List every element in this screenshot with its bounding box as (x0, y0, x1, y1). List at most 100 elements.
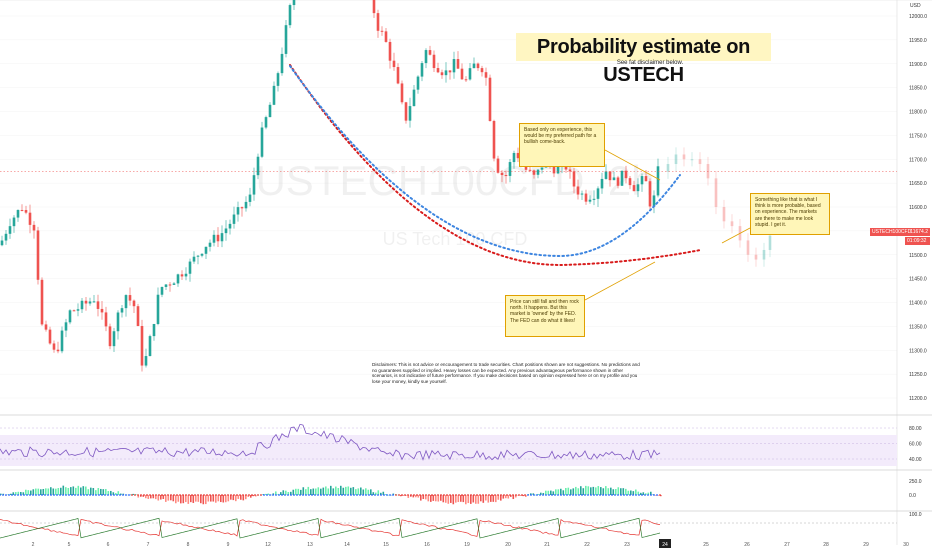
macd-dot (209, 494, 211, 496)
macd-bar (220, 495, 222, 503)
note-price-fall[interactable]: Price can still fall and then rock north… (505, 295, 585, 337)
macd-dot (311, 494, 313, 496)
macd-dot (335, 494, 337, 496)
macd-bar (75, 487, 77, 495)
rsi-line (0, 423, 661, 461)
macd-dot (545, 494, 547, 496)
date-axis-label: 12 (265, 542, 271, 548)
macd-dot (467, 494, 469, 496)
macd-bar (95, 490, 97, 495)
candle-body (456, 59, 460, 69)
candle (428, 45, 432, 56)
macd-bar (430, 495, 432, 502)
note-probable-scenario[interactable]: Something like that is what I think is m… (750, 193, 830, 235)
macd-dot (440, 494, 442, 496)
price-axis-label: 11950.0 (909, 38, 927, 44)
candle (264, 115, 268, 130)
macd-dot (161, 494, 163, 496)
candle-body (92, 301, 96, 303)
macd-dot (611, 494, 613, 496)
candle-body (284, 25, 288, 54)
candle (416, 75, 420, 94)
macd-dot (581, 494, 583, 496)
macd-dot (206, 494, 208, 496)
candle-body (596, 188, 600, 199)
macd-dot (113, 494, 115, 496)
macd-dot (89, 494, 91, 496)
macd-bar (282, 490, 285, 495)
macd-dot (302, 494, 304, 496)
macd-dot (332, 494, 334, 496)
macd-bar (142, 495, 145, 497)
macd-bar (310, 489, 312, 495)
macd-dot (344, 494, 346, 496)
candle-body (652, 195, 656, 207)
macd-bar (200, 495, 202, 504)
candle-body (484, 72, 488, 78)
candle-body (184, 273, 188, 277)
candle-body (388, 41, 392, 61)
candle-body (488, 77, 492, 121)
macd-dot (443, 494, 445, 496)
projection-body (698, 159, 702, 165)
candle (128, 287, 132, 306)
candle (84, 297, 88, 311)
macd-bar (405, 495, 407, 496)
candle-body (500, 172, 504, 176)
macd-dot (464, 494, 466, 496)
macd-bar (467, 495, 470, 504)
macd-dot (269, 494, 271, 496)
macd-dot (539, 494, 541, 496)
macd-bar (152, 495, 155, 499)
macd-dot (17, 494, 19, 496)
candle (648, 178, 652, 211)
macd-dot (20, 494, 22, 496)
macd-bar (647, 492, 650, 495)
candle-body (516, 152, 520, 159)
macd-bar (492, 495, 495, 502)
macd-dot (410, 494, 412, 496)
macd-dot (257, 494, 259, 496)
candle-body (292, 0, 296, 6)
macd-bar (197, 495, 200, 502)
macd-bar (505, 495, 507, 499)
macd-dot (557, 494, 559, 496)
macd-bar (480, 495, 482, 502)
macd-dot (401, 494, 403, 496)
candle (132, 299, 136, 314)
candle (504, 170, 508, 184)
price-axis-label: 11300.0 (909, 348, 927, 354)
candle (640, 173, 644, 192)
candle-body (476, 63, 480, 69)
macd-bar (57, 488, 60, 495)
macd-bar (307, 486, 310, 495)
macd-dot (473, 494, 475, 496)
macd-bar (97, 487, 100, 495)
macd-dot (5, 494, 7, 496)
macd-bar (547, 490, 550, 495)
candle (172, 282, 176, 285)
macd-dot (83, 494, 85, 496)
macd-dot (587, 494, 589, 496)
candle (472, 57, 476, 69)
candle-body (96, 301, 100, 309)
projection-body (666, 164, 670, 172)
macd-bar (385, 494, 387, 495)
macd-dot (383, 494, 385, 496)
macd-bar (415, 495, 417, 498)
macd-dot (641, 494, 643, 496)
candle-body (120, 308, 124, 313)
macd-bar (532, 493, 535, 495)
currency-label: USD (910, 3, 921, 9)
macd-bar (512, 495, 515, 500)
macd-dot (479, 494, 481, 496)
macd-dot (131, 494, 133, 496)
macd-dot (35, 494, 37, 496)
candle (384, 28, 388, 43)
macd-dot (233, 494, 235, 496)
macd-dot (224, 494, 226, 496)
note-bullish-path[interactable]: Based only on experience, this would be … (519, 123, 605, 167)
candle (20, 204, 24, 212)
